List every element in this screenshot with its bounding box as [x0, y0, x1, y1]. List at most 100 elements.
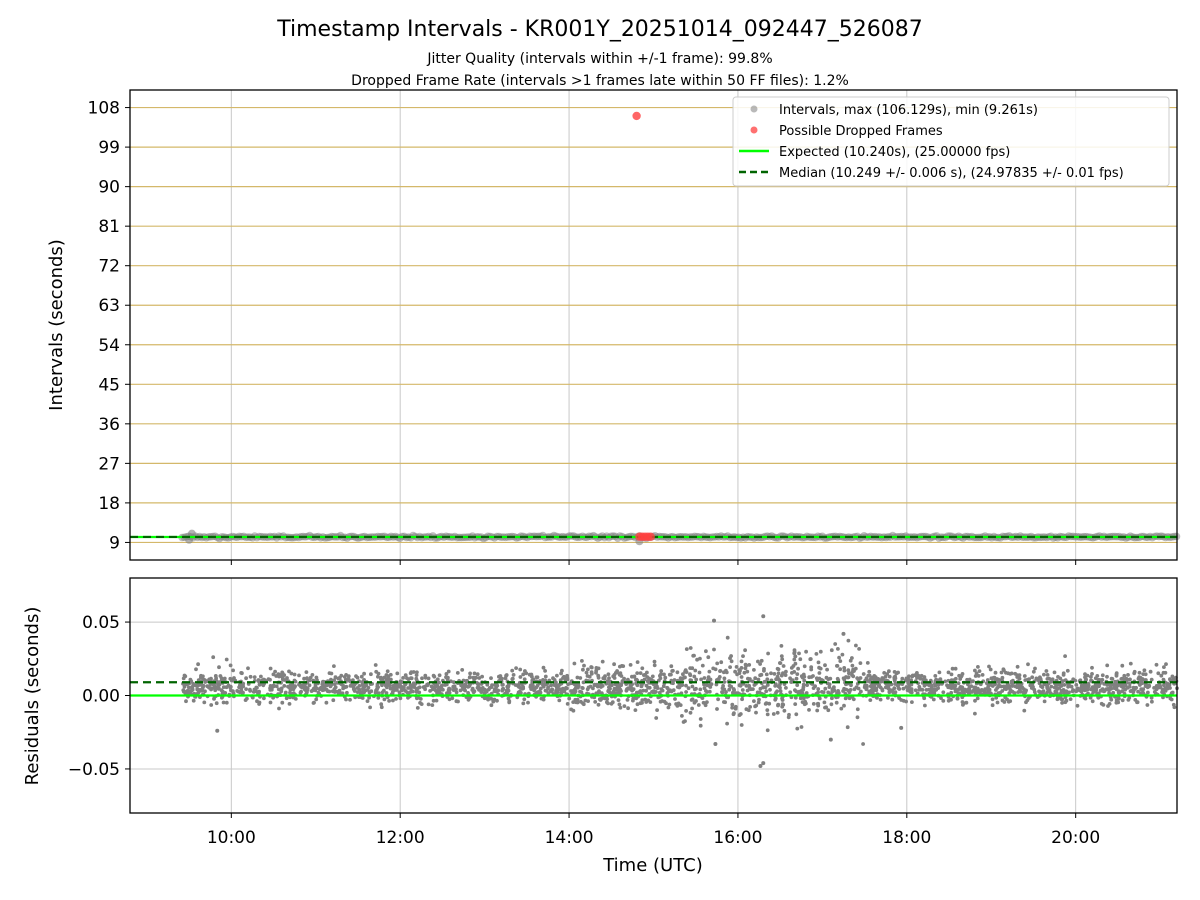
residual-point [850, 663, 855, 668]
residual-point [1114, 680, 1119, 685]
residual-point [245, 696, 249, 701]
residual-point [444, 672, 449, 676]
bottom-x-tick-label: 20:00 [1051, 828, 1100, 848]
residual-point [482, 696, 487, 701]
residual-point [905, 679, 910, 683]
residual-point [780, 696, 784, 701]
residual-point [479, 686, 484, 691]
residual-point [995, 700, 1000, 705]
top-panel-grid [130, 90, 1177, 560]
residual-point [960, 700, 965, 704]
residual-point [969, 684, 974, 688]
residual-point [447, 686, 451, 691]
residual-point [1142, 678, 1147, 682]
residual-point [650, 674, 655, 679]
residual-point [746, 708, 751, 713]
residual-point [379, 702, 384, 707]
residual-point [909, 688, 914, 692]
residual-point [268, 677, 272, 682]
residual-point [486, 687, 491, 692]
residual-point [223, 691, 228, 695]
residual-point [639, 684, 644, 689]
residual-point [352, 689, 357, 693]
residual-point [804, 691, 809, 695]
residual-point [467, 675, 472, 680]
bottom-x-tick-label: 10:00 [207, 828, 256, 848]
residual-point [500, 683, 505, 687]
residual-point [665, 685, 670, 690]
residual-point [809, 665, 814, 669]
residual-point [1114, 700, 1119, 705]
residual-point [380, 690, 385, 695]
residual-point [857, 647, 861, 651]
residual-point [1026, 696, 1031, 700]
residual-point [793, 654, 798, 659]
residual-point [1089, 675, 1093, 679]
residual-point [846, 668, 851, 673]
residual-point [680, 683, 685, 687]
residual-point [716, 677, 721, 682]
top-y-tick-label: 108 [88, 99, 120, 119]
residual-point [454, 690, 459, 695]
residual-point [957, 691, 962, 696]
residual-point [556, 683, 560, 688]
residual-point [987, 664, 991, 669]
residual-point [840, 652, 845, 657]
residual-point [883, 674, 888, 679]
legend: Intervals, max (106.129s), min (9.261s) … [732, 96, 1170, 187]
residual-point [504, 673, 509, 677]
residual-point [367, 695, 371, 700]
residual-point [189, 679, 194, 684]
residual-point [634, 678, 638, 682]
residual-point [972, 685, 976, 690]
top-y-tick-label: 9 [109, 533, 120, 553]
residual-point [285, 676, 289, 680]
residual-point [756, 700, 761, 705]
residual-point [246, 666, 250, 671]
residual-point [701, 700, 706, 705]
residual-point [212, 684, 217, 688]
residual-point [619, 674, 624, 678]
residual-point [1159, 673, 1164, 678]
residual-point [693, 668, 698, 673]
residual-point [586, 685, 591, 690]
residual-point [885, 672, 890, 676]
residual-point [661, 684, 666, 689]
residual-point [466, 691, 470, 695]
residual-point [586, 699, 590, 703]
residual-point [688, 646, 693, 650]
residual-point [324, 700, 329, 705]
residual-point [953, 666, 958, 671]
residual-point [391, 698, 395, 703]
residual-point [752, 699, 756, 703]
residual-point [798, 696, 803, 701]
residual-point [1128, 661, 1133, 666]
residual-point [767, 701, 772, 706]
residual-point [289, 671, 294, 676]
residual-point [432, 674, 437, 679]
residual-point [822, 700, 827, 705]
residual-point [669, 664, 674, 669]
residual-point [953, 689, 958, 694]
residual-point [557, 687, 562, 691]
residual-point [1117, 690, 1122, 695]
residual-point [899, 725, 904, 730]
residual-point [578, 676, 583, 680]
residual-point [472, 671, 477, 676]
residual-point [199, 673, 203, 678]
residual-point [241, 681, 246, 686]
residual-point [514, 666, 518, 670]
residual-point [758, 662, 762, 666]
residual-point [1148, 669, 1153, 674]
residual-point [681, 672, 685, 677]
residual-point [941, 699, 946, 703]
residual-point [640, 698, 645, 702]
residual-point [700, 663, 705, 668]
residual-point [688, 710, 693, 715]
residual-point [490, 683, 494, 688]
residual-point [1114, 673, 1119, 678]
residual-point [728, 656, 732, 660]
residual-point [274, 684, 279, 689]
residual-point [887, 669, 891, 674]
residual-point [984, 681, 989, 686]
